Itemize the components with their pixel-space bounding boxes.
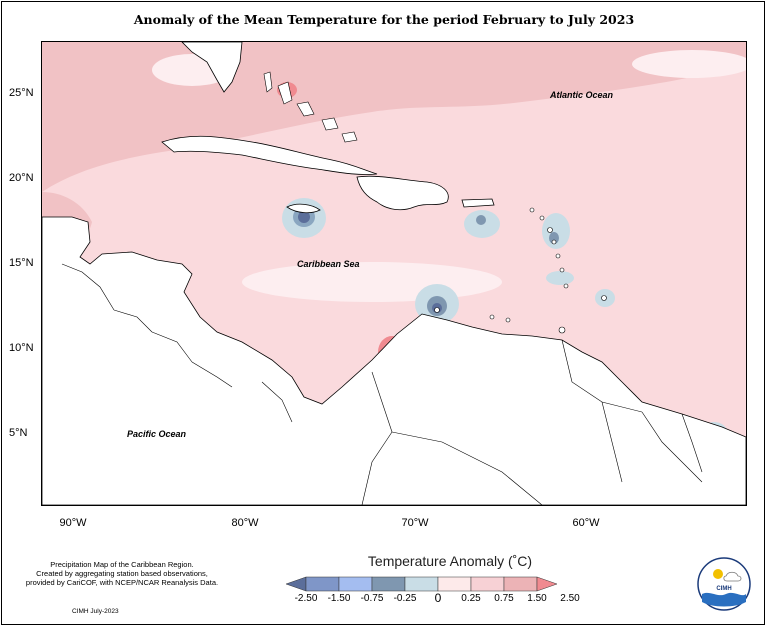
y-tick-25n: 25°N [9, 87, 34, 99]
land-hispaniola [356, 175, 449, 211]
anomaly-map: Atlantic Ocean Caribbean Sea Pacific Oce… [41, 41, 747, 506]
anomaly-zone-central [242, 262, 502, 302]
legend-swatch-3 [371, 576, 406, 592]
label-pacific-ocean: Pacific Ocean [127, 429, 187, 439]
legend-swatch-7 [503, 576, 538, 592]
legend-colorbar [286, 576, 558, 592]
legend-title: Temperature Anomaly (˚C) [367, 553, 533, 569]
y-tick-20n: 20°N [9, 172, 34, 184]
country-borders [61, 263, 703, 505]
label-atlantic-ocean: Atlantic Ocean [549, 90, 614, 100]
land-lesser-antilles [434, 207, 607, 334]
legend-tick-label: 0 [434, 591, 442, 605]
map-description: Precipitation Map of the Caribbean Regio… [6, 560, 238, 587]
y-tick-10n: 10°N [9, 342, 34, 354]
land-mainland [42, 216, 746, 505]
legend-swatch-min [286, 576, 307, 592]
y-tick-15n: 15°N [9, 257, 34, 269]
map-title: Anomaly of the Mean Temperature for the … [133, 12, 635, 27]
legend-tick-label: 0.75 [494, 593, 514, 604]
y-tick-5n: 5°N [9, 427, 28, 439]
legend-tick-label: -0.25 [393, 593, 417, 604]
land-puerto-rico [461, 198, 495, 208]
note-line-2: Created by aggregating station based obs… [36, 569, 208, 578]
legend-tick-label: 1.50 [527, 593, 547, 604]
legend-swatch-5 [437, 576, 472, 592]
x-tick-60w: 60°W [572, 517, 600, 529]
legend-tick-label: -0.75 [360, 593, 384, 604]
legend-swatch-1 [305, 576, 340, 592]
cimh-logo: CIMH [697, 557, 751, 611]
legend-tick-label: -1.50 [327, 593, 351, 604]
logo-text: CIMH [716, 586, 731, 592]
legend-swatch-max [536, 576, 558, 592]
legend-swatch-4 [404, 576, 439, 592]
anomaly-zone-atlantic-ne [632, 50, 746, 78]
x-tick-70w: 70°W [401, 517, 429, 529]
land-jamaica [286, 203, 321, 214]
label-caribbean-sea: Caribbean Sea [297, 259, 360, 269]
x-tick-80w: 80°W [231, 517, 259, 529]
land-cuba [161, 135, 378, 175]
legend-swatch-6 [470, 576, 505, 592]
credit-text: CIMH July-2023 [72, 608, 119, 615]
legend-tick-label: 0.25 [461, 593, 481, 604]
legend-tick-label: -2.50 [294, 593, 318, 604]
map-canvas: Atlantic Ocean Caribbean Sea Pacific Oce… [42, 42, 746, 505]
x-tick-90w: 90°W [59, 517, 87, 529]
land-florida [181, 42, 243, 93]
legend-tick-label: 2.50 [560, 593, 580, 604]
note-line-1: Precipitation Map of the Caribbean Regio… [50, 560, 194, 569]
note-line-3: provided by CariCOF, with NCEP/NCAR Rean… [25, 578, 219, 587]
land-bahamas [263, 71, 358, 143]
legend-swatch-2 [338, 576, 373, 592]
